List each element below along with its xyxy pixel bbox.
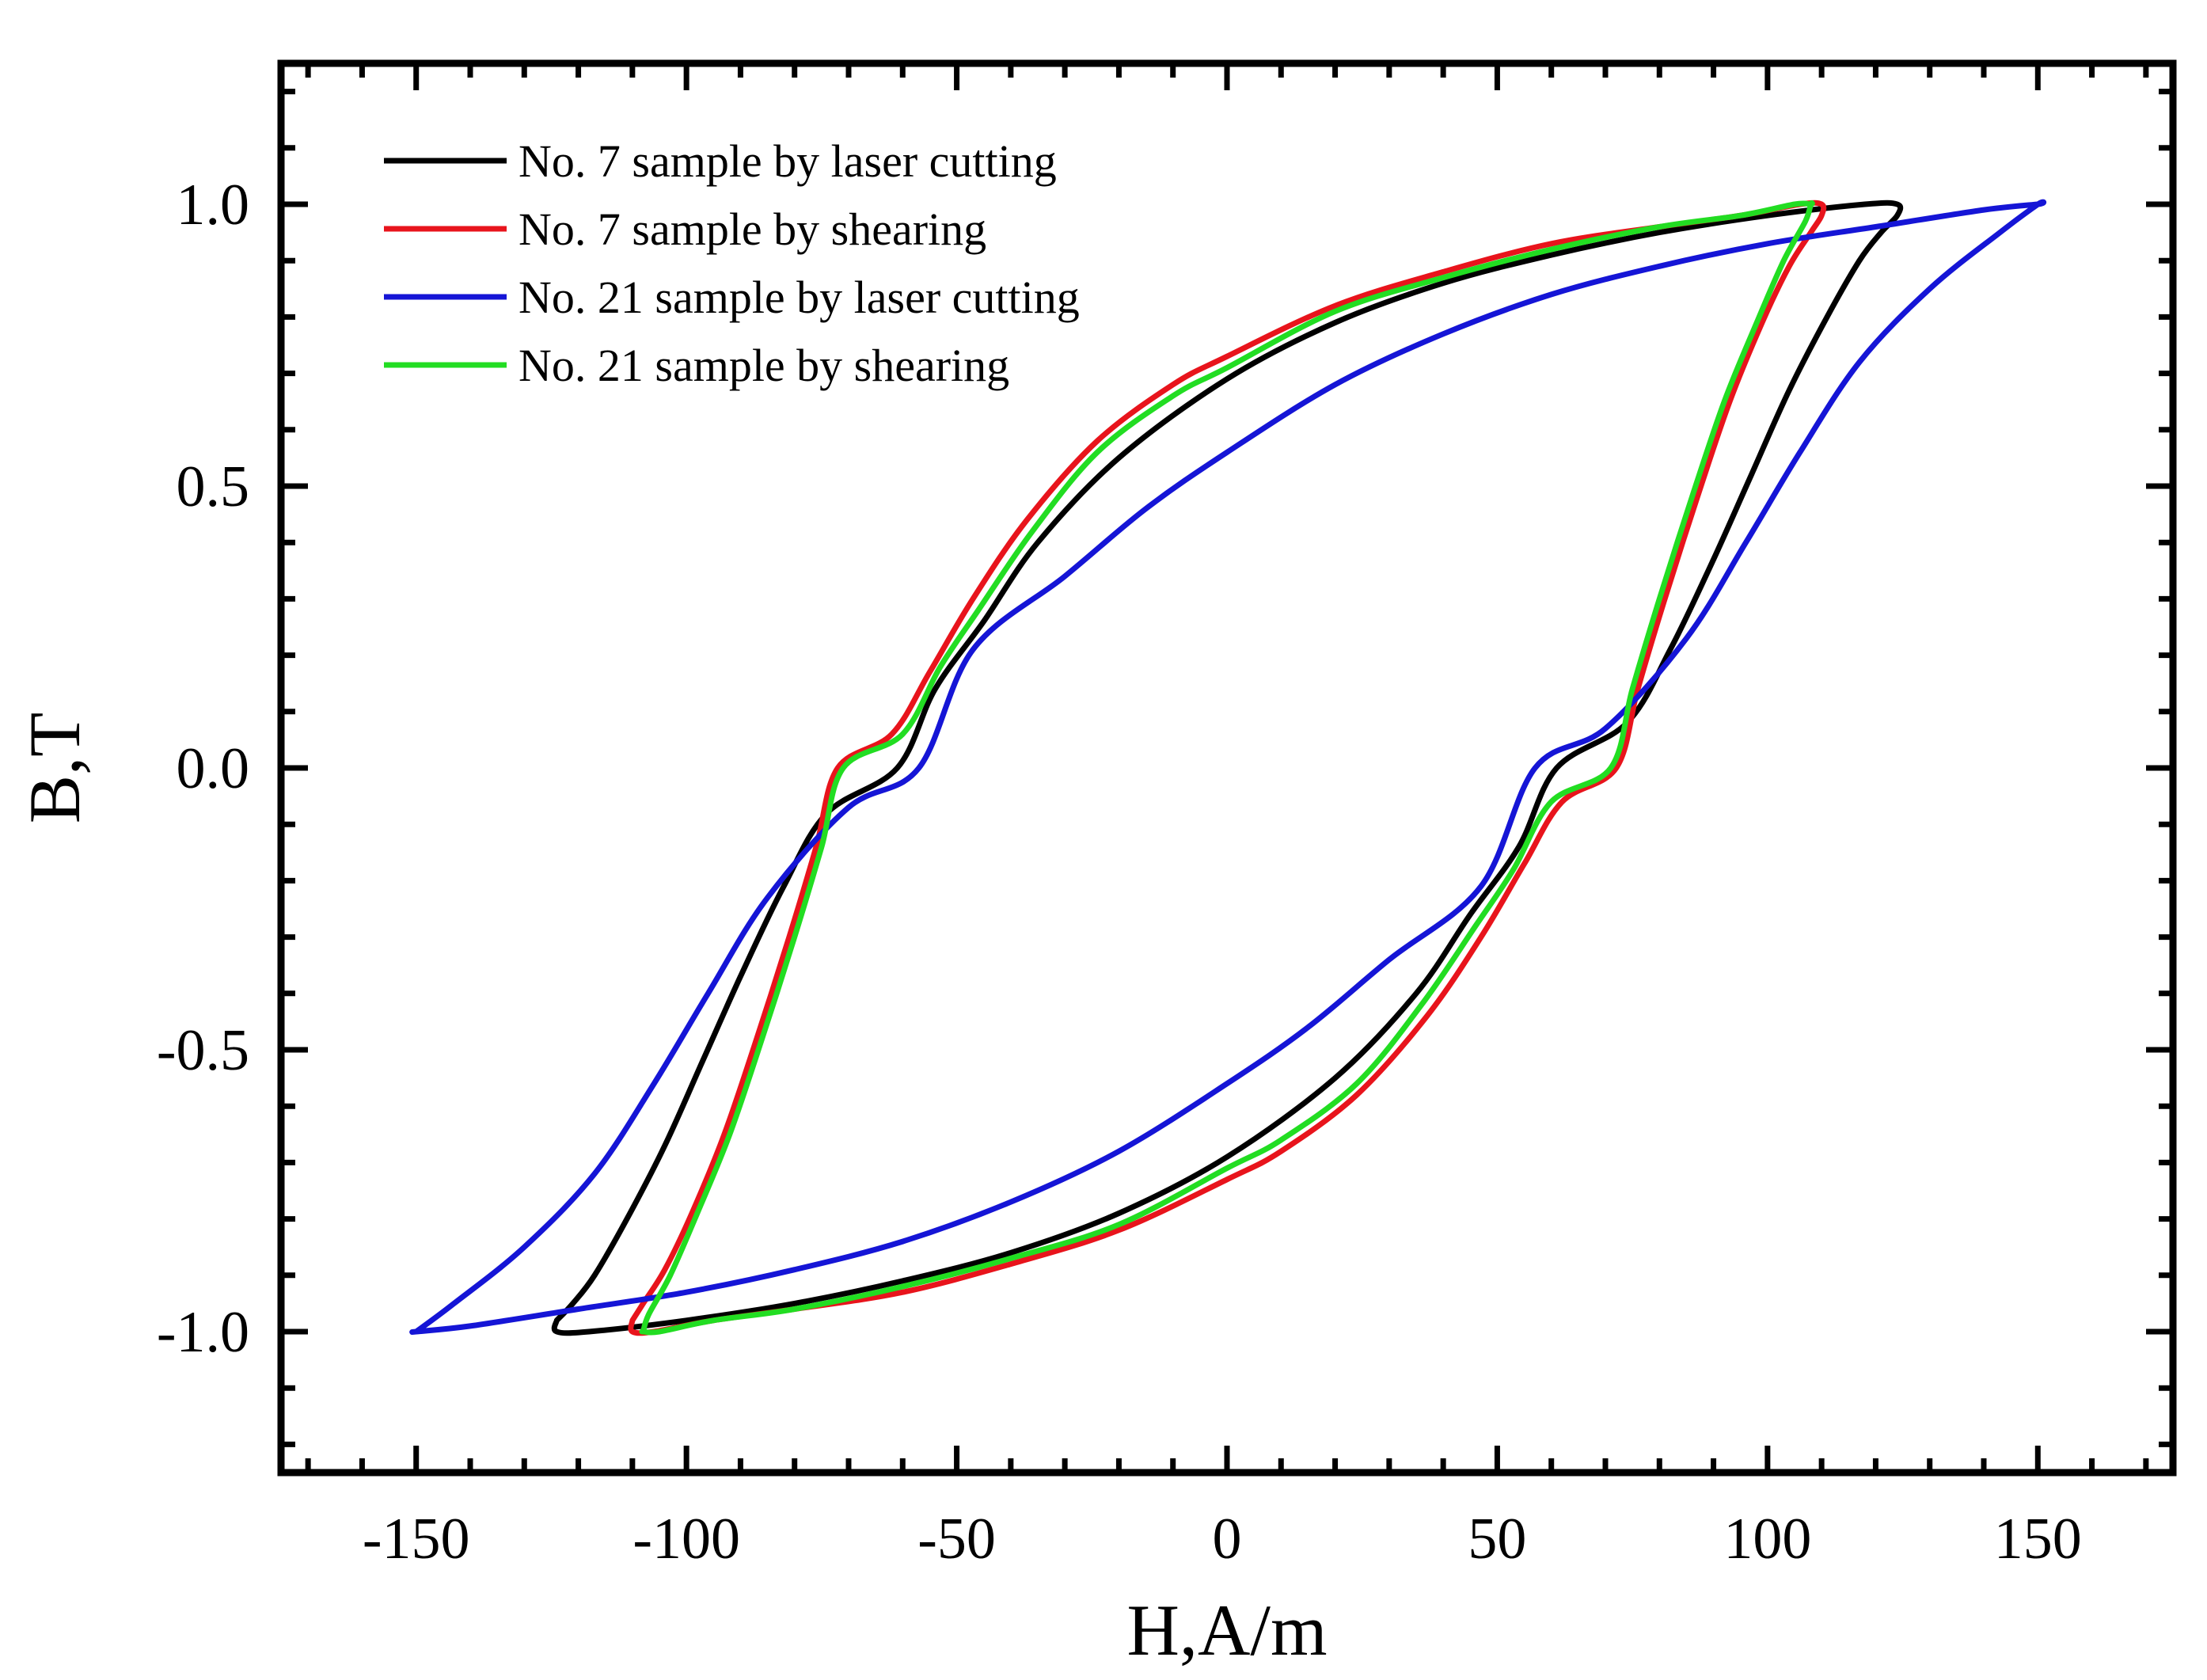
- x-tick-label: 0: [1213, 1507, 1242, 1572]
- y-tick-label: -1.0: [157, 1300, 249, 1365]
- series-line-2: [628, 200, 1827, 1336]
- x-axis-title: H,A/m: [1127, 1590, 1328, 1670]
- y-tick-label: 0.0: [177, 736, 250, 801]
- x-tick-label: 50: [1468, 1507, 1526, 1572]
- legend-label-3: No. 21 sample by laser cutting: [519, 272, 1080, 323]
- legend-label-1: No. 7 sample by laser cutting: [519, 135, 1057, 187]
- y-tick-label: -0.5: [157, 1018, 249, 1083]
- x-tick-label: -50: [917, 1507, 996, 1572]
- y-tick-label: 0.5: [177, 454, 250, 519]
- y-axis-title: B,T: [14, 713, 95, 824]
- legend-label-2: No. 7 sample by shearing: [519, 203, 986, 255]
- x-tick-label: 150: [1994, 1507, 2082, 1572]
- x-tick-label: -100: [632, 1507, 740, 1572]
- legend: No. 7 sample by laser cutting No. 7 sampl…: [384, 135, 1080, 391]
- series-line-3: [409, 199, 2047, 1336]
- x-tick-label: -150: [363, 1507, 470, 1572]
- y-tick-label: 1.0: [177, 173, 250, 238]
- plot-frame: [277, 59, 2177, 1477]
- tick-labels-layer: -150 -100 -50 0 50 100 150 -1.0 -0.5 0.0 0.5 1.0: [157, 173, 2082, 1572]
- series-layer: [409, 199, 2047, 1336]
- x-tick-label: 100: [1723, 1507, 1811, 1572]
- legend-label-4: No. 21 sample by shearing: [519, 340, 1009, 391]
- series-line-4: [639, 200, 1815, 1336]
